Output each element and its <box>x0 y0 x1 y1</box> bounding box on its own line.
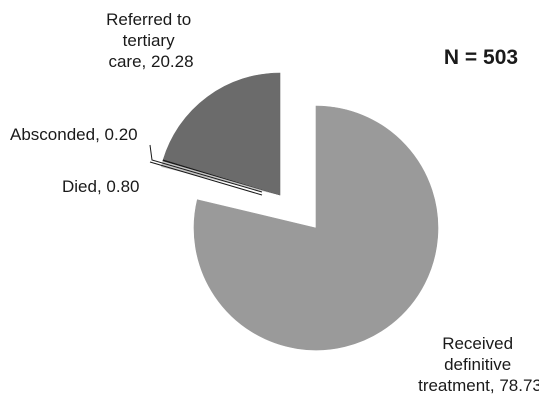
slice-label-referred: Referred to tertiary care, 20.28 <box>106 10 196 71</box>
slice-label-died: Died, 0.80 <box>62 177 140 196</box>
sample-size-annotation: N = 503 <box>444 46 518 69</box>
slice-label-absconded: Absconded, 0.20 <box>10 125 138 144</box>
pie-slices <box>161 73 438 350</box>
slice-referred <box>163 73 280 195</box>
slice-label-received: Received definitive treatment, 78.73 <box>418 334 539 395</box>
